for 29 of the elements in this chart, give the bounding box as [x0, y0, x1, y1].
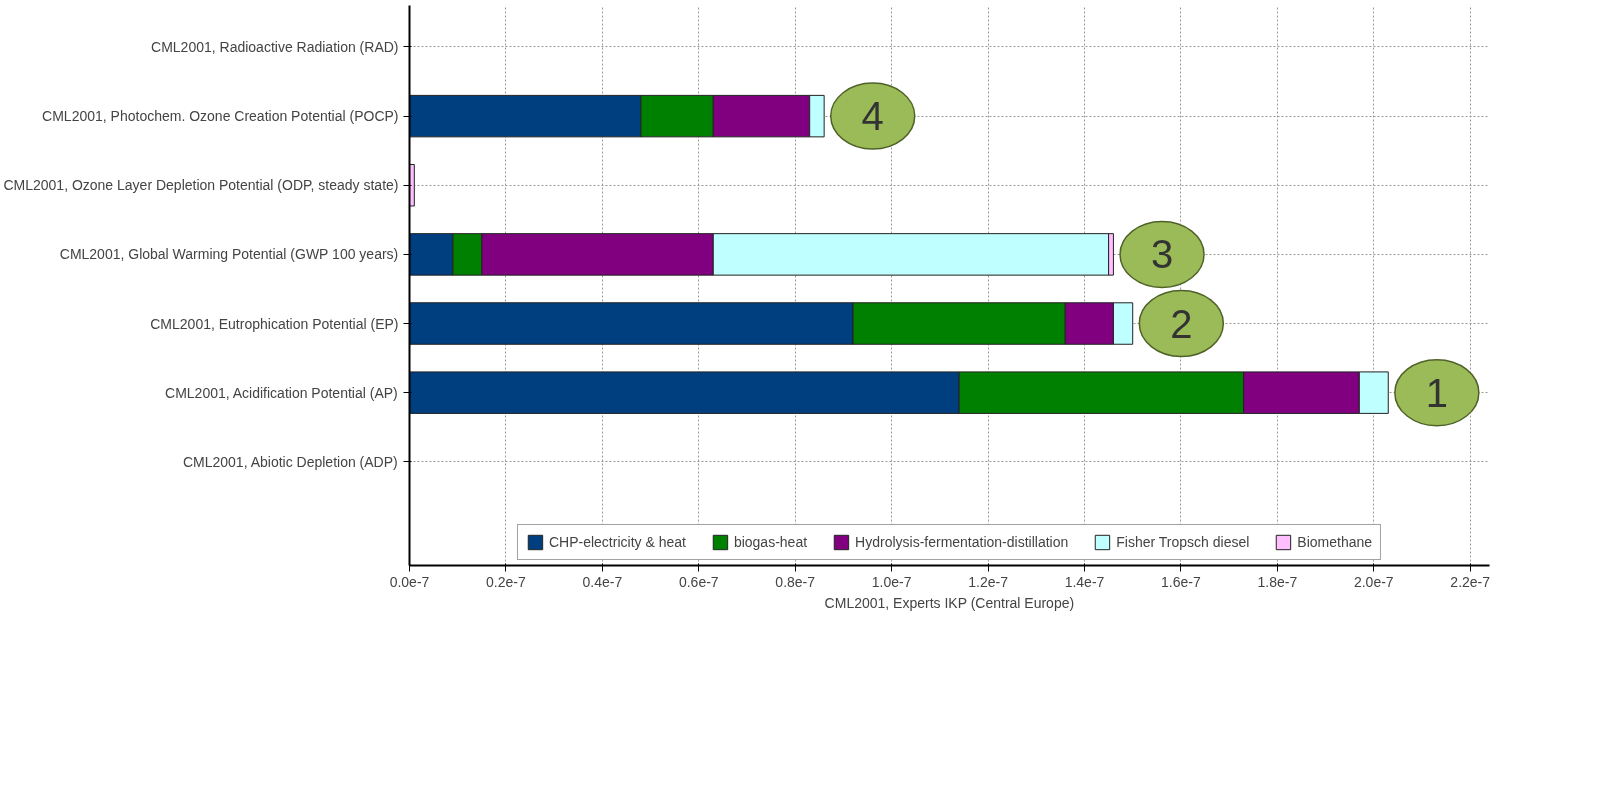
- x-tick-label: 1.2e-7: [968, 573, 1009, 590]
- legend-label: biogas-heat: [733, 534, 808, 550]
- annotation: 2: [1170, 301, 1193, 346]
- x-tick-label: 1.6e-7: [1161, 573, 1201, 590]
- y-tick-label: CML2001, Photochem. Ozone Creation Potential (POCP): [42, 108, 399, 125]
- y-tick-label: CML2001, Eutrophication Potential (EP): [150, 315, 399, 332]
- x-tick-label: 0.6e-7: [678, 573, 719, 590]
- y-tick-label: CML2001, Abiotic Depletion (ADP): [182, 453, 398, 470]
- x-tick-label: 0.4e-7: [582, 573, 623, 590]
- legend-label: CHP-electricity & heat: [548, 534, 686, 550]
- annotation: 3: [1150, 232, 1174, 277]
- x-tick-label: 2.0e-7: [1353, 573, 1394, 590]
- x-tick-label: 1.8e-7: [1257, 573, 1298, 590]
- legend-label: Biomethane: [1297, 534, 1373, 550]
- y-tick-label: CML2001, Radioactive Radiation (RAD): [151, 38, 399, 55]
- annotation: 4: [861, 94, 884, 139]
- x-tick-label: 2.2e-7: [1450, 573, 1491, 590]
- legend-label: Fisher Tropsch diesel: [1116, 534, 1250, 550]
- x-tick-label: 1.4e-7: [1064, 573, 1105, 590]
- legend-label: Hydrolysis-fermentation-distillation: [855, 534, 1069, 550]
- y-tick-label: CML2001, Ozone Layer Depletion Potential (ODP, steady state): [3, 177, 399, 194]
- y-tick-label: CML2001, Global Warming Potential (GWP 100 years): [59, 246, 399, 263]
- x-tick-label: 0.0e-7: [389, 573, 430, 590]
- y-tick-label: CML2001, Acidification Potential (AP): [165, 384, 398, 401]
- x-tick-label: 0.2e-7: [486, 573, 526, 590]
- annotation: 1: [1425, 370, 1448, 415]
- x-tick-label: 1.0e-7: [871, 573, 912, 590]
- x-axis-title: CML2001, Experts IKP (Central Europe): [824, 594, 1075, 611]
- x-tick-label: 0.8e-7: [775, 573, 816, 590]
